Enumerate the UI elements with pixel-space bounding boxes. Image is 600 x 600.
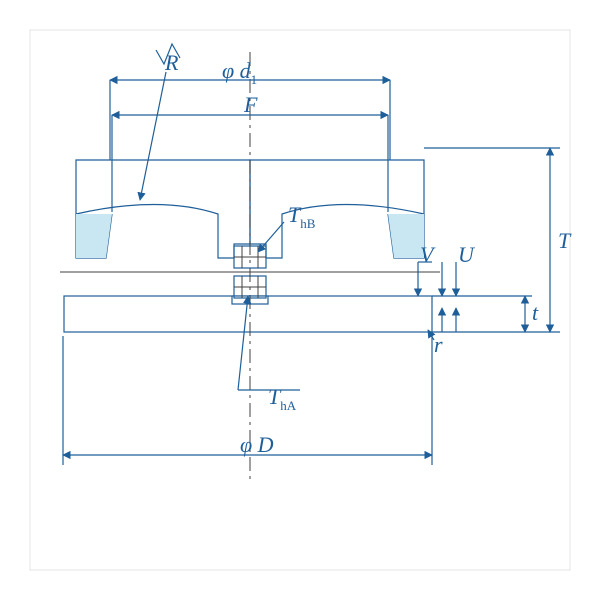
label-d1: φ d1 xyxy=(222,58,257,87)
lower-ring xyxy=(64,276,432,332)
label-t: t xyxy=(532,300,539,325)
dim-t xyxy=(432,296,532,332)
label-U: U xyxy=(458,242,476,267)
label-D: φ D xyxy=(240,432,274,457)
label-R: R xyxy=(164,50,179,75)
label-V: V xyxy=(420,242,436,267)
bearing-cross-section-diagram: R φ d1 F ThB V U T t r ThA φ D xyxy=(0,0,600,600)
dim-U xyxy=(442,262,456,332)
drawing-frame xyxy=(30,30,570,570)
label-T: T xyxy=(558,228,572,253)
leader-ThB xyxy=(258,222,284,252)
dim-V xyxy=(418,262,432,296)
leader-ThA xyxy=(238,296,300,390)
label-r: r xyxy=(434,332,443,357)
phi-symbol-D: φ xyxy=(240,432,252,457)
dim-T xyxy=(424,148,560,332)
label-ThA: ThA xyxy=(268,384,297,413)
label-F: F xyxy=(243,92,258,117)
phi-symbol: φ xyxy=(222,58,234,83)
label-ThB: ThB xyxy=(288,202,316,231)
